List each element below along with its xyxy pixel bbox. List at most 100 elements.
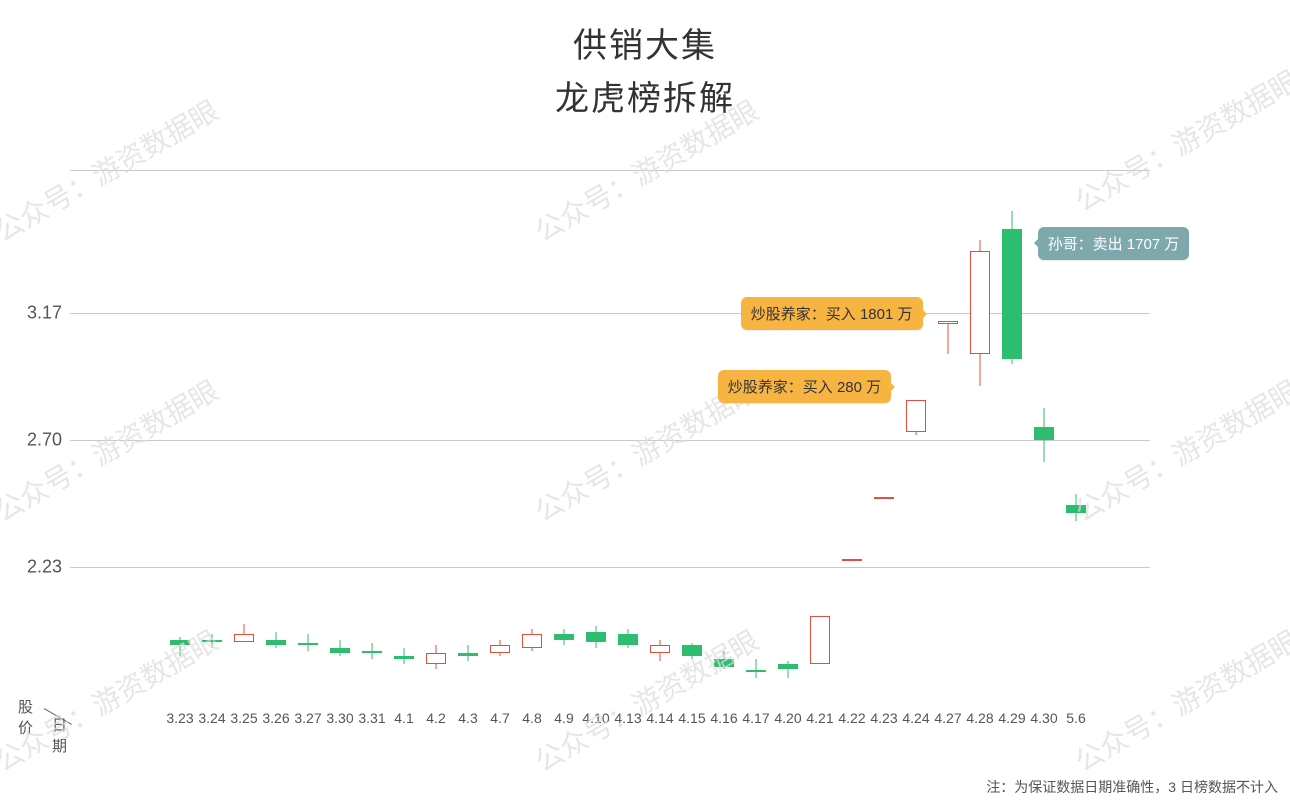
x-tick-label: 4.20 <box>774 710 801 726</box>
x-tick-label: 3.23 <box>166 710 193 726</box>
candle <box>554 170 574 710</box>
candle-body <box>1066 505 1086 513</box>
candle-body <box>426 653 446 664</box>
x-tick-label: 4.17 <box>742 710 769 726</box>
candle <box>170 170 190 710</box>
candle-body <box>906 400 926 432</box>
candle <box>394 170 414 710</box>
x-tick-label: 4.2 <box>426 710 445 726</box>
candle-body <box>1034 427 1054 441</box>
candle <box>1002 170 1022 710</box>
title-line-1: 供销大集 <box>0 18 1290 67</box>
candle-body <box>298 643 318 646</box>
x-tick-label: 4.8 <box>522 710 541 726</box>
x-axis-name: 日期 <box>52 714 67 756</box>
callout-buy: 炒股养家：买入 280 万 <box>718 370 891 403</box>
x-tick-label: 4.22 <box>838 710 865 726</box>
x-tick-label: 4.24 <box>902 710 929 726</box>
candle-body <box>362 651 382 654</box>
candle-body <box>394 656 414 659</box>
y-tick-label: 3.17 <box>27 303 70 324</box>
x-tick-label: 4.23 <box>870 710 897 726</box>
candle <box>746 170 766 710</box>
x-tick-label: 3.26 <box>262 710 289 726</box>
candle <box>618 170 638 710</box>
y-tick-label: 2.70 <box>27 430 70 451</box>
candle <box>842 170 862 710</box>
candle <box>938 170 958 710</box>
x-tick-label: 4.16 <box>710 710 737 726</box>
candle-body <box>458 653 478 656</box>
candle-body <box>618 634 638 645</box>
candle <box>650 170 670 710</box>
candle <box>810 170 830 710</box>
x-tick-label: 4.30 <box>1030 710 1057 726</box>
x-tick-label: 4.10 <box>582 710 609 726</box>
candle-wick <box>755 659 756 678</box>
candle-body <box>170 640 190 645</box>
title-line-2: 龙虎榜拆解 <box>0 71 1290 120</box>
candle <box>202 170 222 710</box>
candle <box>426 170 446 710</box>
x-tick-label: 4.15 <box>678 710 705 726</box>
x-tick-label: 3.25 <box>230 710 257 726</box>
candle-body <box>682 645 702 656</box>
x-tick-label: 4.1 <box>394 710 413 726</box>
callout-sell: 孙哥：卖出 1707 万 <box>1038 227 1190 260</box>
candle-body <box>650 645 670 653</box>
candle-body <box>554 634 574 639</box>
candle-body <box>490 645 510 653</box>
candle <box>906 170 926 710</box>
x-tick-label: 3.27 <box>294 710 321 726</box>
candle <box>490 170 510 710</box>
y-tick-label: 2.23 <box>27 556 70 577</box>
candle-body <box>330 648 350 653</box>
candle <box>266 170 286 710</box>
candle-body <box>202 640 222 643</box>
candle <box>458 170 478 710</box>
x-tick-label: 4.7 <box>490 710 509 726</box>
x-tick-label: 3.24 <box>198 710 225 726</box>
candle <box>778 170 798 710</box>
x-tick-label: 4.14 <box>646 710 673 726</box>
x-tick-label: 4.21 <box>806 710 833 726</box>
candle-wick <box>947 321 948 353</box>
x-tick-label: 3.30 <box>326 710 353 726</box>
candlestick-plot: 2.232.703.17 <box>70 170 1150 710</box>
x-tick-label: 4.27 <box>934 710 961 726</box>
candle-body <box>778 664 798 669</box>
candle <box>682 170 702 710</box>
x-tick-label: 4.13 <box>614 710 641 726</box>
y-axis-name: 股价 <box>18 696 33 738</box>
candle-body <box>266 640 286 645</box>
candle-body <box>1002 229 1022 359</box>
candle-body <box>842 559 862 562</box>
chart-title: 供销大集 龙虎榜拆解 <box>0 18 1290 120</box>
x-tick-label: 4.3 <box>458 710 477 726</box>
candle-body <box>586 632 606 643</box>
candle <box>874 170 894 710</box>
x-tick-label: 5.6 <box>1066 710 1085 726</box>
candle-body <box>746 670 766 673</box>
candle <box>586 170 606 710</box>
candle-body <box>874 497 894 500</box>
x-tick-label: 4.29 <box>998 710 1025 726</box>
candle-body <box>714 659 734 667</box>
x-tick-label: 4.28 <box>966 710 993 726</box>
x-tick-label: 3.31 <box>358 710 385 726</box>
candle <box>970 170 990 710</box>
candle-body <box>234 634 254 642</box>
candle-body <box>970 251 990 354</box>
candle <box>362 170 382 710</box>
candle-body <box>938 321 958 324</box>
candle <box>714 170 734 710</box>
candle <box>330 170 350 710</box>
candle-body <box>522 634 542 648</box>
candle <box>298 170 318 710</box>
candle <box>522 170 542 710</box>
x-tick-label: 4.9 <box>554 710 573 726</box>
candle <box>234 170 254 710</box>
callout-buy: 炒股养家：买入 1801 万 <box>741 297 923 330</box>
candle-body <box>810 616 830 665</box>
footnote: 注：为保证数据日期准确性，3 日榜数据不计入 <box>986 777 1278 797</box>
